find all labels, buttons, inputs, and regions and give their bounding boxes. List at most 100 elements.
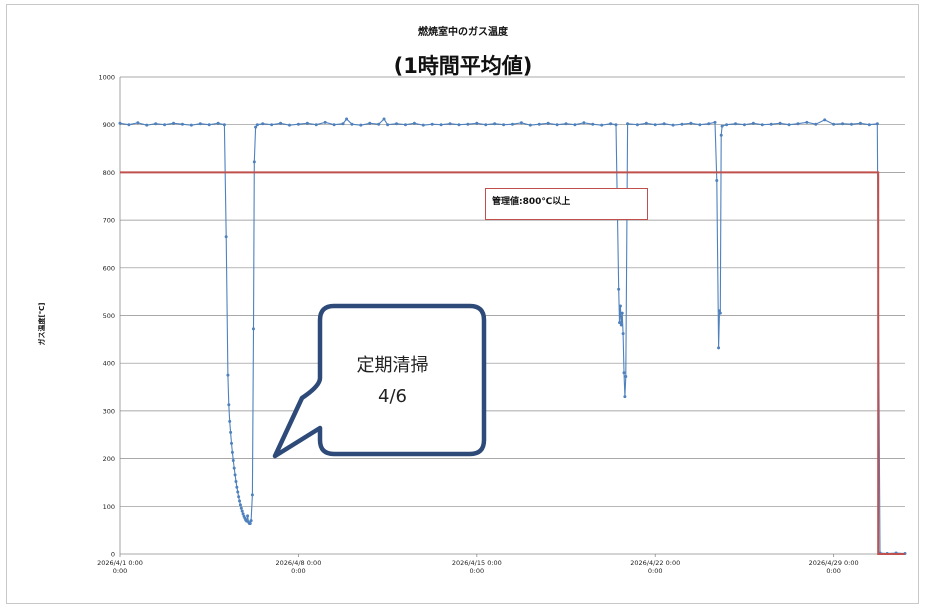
data-point xyxy=(233,473,237,477)
data-point xyxy=(805,120,809,124)
x-tick-label-time: 0:00 xyxy=(826,567,841,575)
data-point xyxy=(849,122,853,126)
data-point xyxy=(546,121,550,125)
data-point xyxy=(251,327,255,331)
y-tick-label: 200 xyxy=(103,455,115,463)
chart-subtitle: (1時間平均値) xyxy=(393,54,533,78)
data-point xyxy=(875,122,879,126)
data-point xyxy=(591,122,595,126)
data-point xyxy=(439,123,443,127)
data-point xyxy=(457,123,461,127)
data-point xyxy=(296,122,300,126)
x-tick-label-time: 0:00 xyxy=(113,567,128,575)
data-point xyxy=(621,332,625,336)
data-point xyxy=(240,509,244,513)
data-point xyxy=(528,123,532,127)
data-point xyxy=(261,122,265,126)
data-point xyxy=(600,123,604,127)
data-point xyxy=(127,123,131,127)
data-point xyxy=(644,121,648,125)
data-point xyxy=(236,490,240,494)
data-point xyxy=(769,122,773,126)
x-tick-label-time: 0:00 xyxy=(470,567,485,575)
data-point xyxy=(216,121,220,125)
data-point xyxy=(867,123,871,127)
data-point xyxy=(713,120,717,124)
data-point xyxy=(635,123,639,127)
data-point xyxy=(555,123,559,127)
x-tick-label: 2026/4/29 0:00 xyxy=(809,559,859,567)
data-point xyxy=(395,122,399,126)
data-point xyxy=(230,441,234,445)
data-point xyxy=(229,430,233,434)
chart-title: 燃焼室中のガス温度 xyxy=(418,27,508,38)
data-point xyxy=(707,122,711,126)
x-tick-label: 2026/4/22 0:00 xyxy=(630,559,680,567)
data-point xyxy=(332,123,336,127)
data-point xyxy=(626,122,630,126)
y-tick-label: 100 xyxy=(103,503,115,511)
speech-bubble-callout xyxy=(272,303,487,459)
data-point xyxy=(359,123,363,127)
y-tick-label: 700 xyxy=(103,217,115,225)
data-point xyxy=(224,235,228,239)
data-point xyxy=(484,123,488,127)
data-point xyxy=(287,123,291,127)
x-tick-label-time: 0:00 xyxy=(648,567,663,575)
data-point xyxy=(377,122,381,126)
data-point xyxy=(314,123,318,127)
y-tick-label: 400 xyxy=(103,360,115,368)
data-point xyxy=(617,287,621,291)
data-point xyxy=(226,373,230,377)
data-point xyxy=(698,123,702,127)
data-point xyxy=(323,120,327,124)
data-point xyxy=(609,122,613,126)
limit-label: 管理値:800℃以上 xyxy=(485,188,648,220)
y-tick-label: 600 xyxy=(103,264,115,272)
data-point xyxy=(341,122,345,126)
data-point xyxy=(136,121,140,125)
y-tick-label: 0 xyxy=(111,551,115,559)
data-point xyxy=(620,311,624,315)
data-point xyxy=(238,499,242,503)
y-tick-label: 800 xyxy=(103,169,115,177)
data-point xyxy=(279,121,283,125)
data-point xyxy=(680,122,684,126)
data-point xyxy=(564,122,568,126)
data-point xyxy=(350,122,354,126)
data-point xyxy=(717,346,721,350)
data-point xyxy=(239,506,243,510)
x-tick-label-time: 0:00 xyxy=(291,567,306,575)
data-point xyxy=(118,121,122,125)
data-point xyxy=(241,512,245,516)
data-point xyxy=(751,121,755,125)
data-point xyxy=(493,122,497,126)
data-point xyxy=(619,323,623,327)
data-point xyxy=(475,121,479,125)
data-point xyxy=(228,419,232,423)
data-point xyxy=(662,122,666,126)
data-point xyxy=(198,122,202,126)
data-point xyxy=(235,485,239,489)
data-point xyxy=(180,122,184,126)
data-point xyxy=(537,122,541,126)
data-point xyxy=(421,123,425,127)
callout-line-2: 4/6 xyxy=(378,386,407,407)
data-point xyxy=(519,121,523,125)
data-point xyxy=(232,466,236,470)
data-point xyxy=(145,123,149,127)
data-point xyxy=(250,493,254,497)
callout-text: 定期清掃 4/6 xyxy=(300,350,485,412)
data-point xyxy=(717,309,721,313)
data-point xyxy=(653,123,657,127)
data-point xyxy=(841,122,845,126)
data-point xyxy=(624,375,628,379)
data-point xyxy=(742,123,746,127)
limit-line xyxy=(120,171,905,555)
data-point xyxy=(787,123,791,127)
data-point xyxy=(252,160,256,164)
data-point xyxy=(222,123,226,127)
data-point xyxy=(725,123,729,127)
data-point xyxy=(254,125,258,129)
